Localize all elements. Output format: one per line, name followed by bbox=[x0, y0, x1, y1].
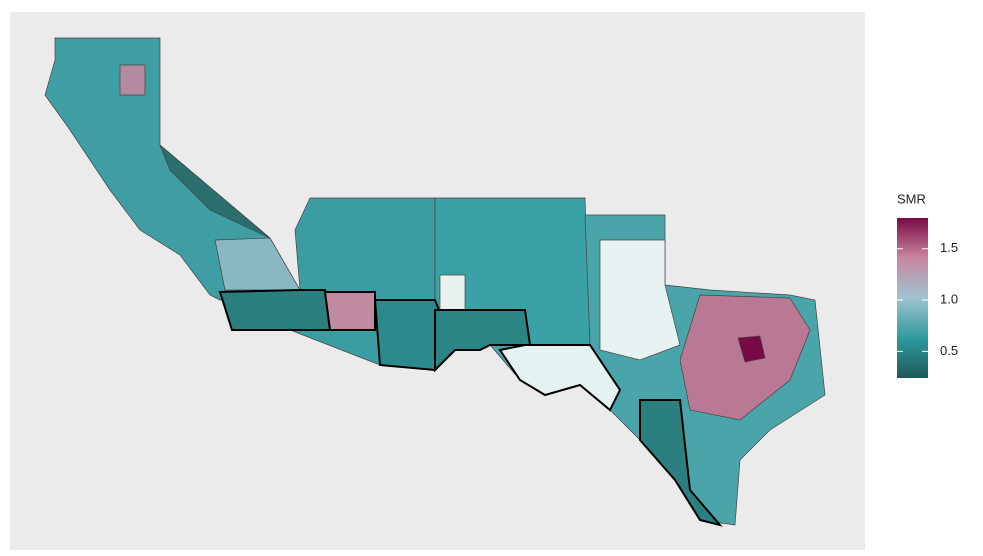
border-counties-west bbox=[218, 289, 332, 331]
california-east bbox=[159, 144, 271, 239]
texas-panhandle bbox=[599, 239, 681, 361]
legend-title: SMR bbox=[897, 191, 926, 206]
border-counties-nm bbox=[434, 309, 532, 373]
legend-tick-label: 0.5 bbox=[940, 343, 958, 358]
legend-tick-label: 1.0 bbox=[940, 291, 958, 306]
legend: SMR bbox=[897, 191, 928, 378]
border-counties-tx bbox=[498, 344, 622, 412]
california-patch bbox=[119, 64, 146, 96]
legend-tick-label: 1.5 bbox=[940, 240, 958, 255]
border-counties-rio bbox=[639, 399, 723, 527]
map bbox=[44, 37, 826, 527]
texas-hotspot bbox=[737, 335, 766, 363]
colorbar bbox=[897, 218, 928, 378]
border-counties-az bbox=[323, 291, 376, 331]
new-mexico-patch bbox=[439, 274, 466, 311]
